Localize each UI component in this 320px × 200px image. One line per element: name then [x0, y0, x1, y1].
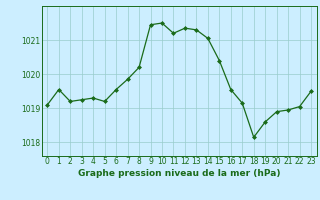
X-axis label: Graphe pression niveau de la mer (hPa): Graphe pression niveau de la mer (hPa) — [78, 169, 280, 178]
